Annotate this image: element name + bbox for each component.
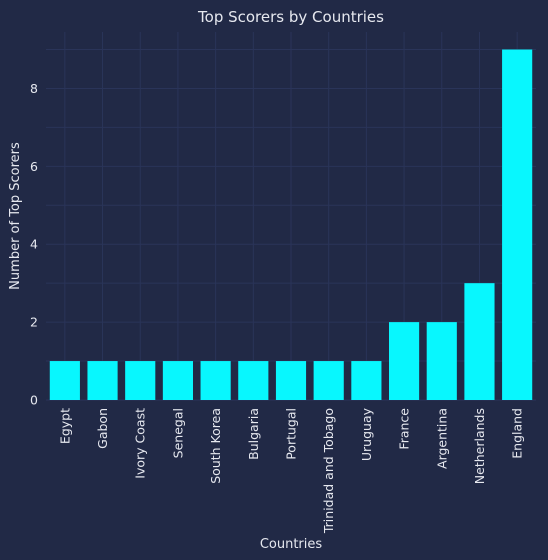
y-tick-label: 4 [30,237,38,252]
bar [87,361,118,400]
x-axis-ticks: Egypt Gabon Ivory Coast Senegal South Korea B… [57,407,524,534]
x-tick-label: Ivory Coast [133,408,148,479]
y-tick-label: 6 [30,159,38,174]
x-tick-label: Gabon [95,408,110,449]
x-tick-label: Senegal [170,408,185,458]
bar [162,361,193,400]
y-tick-label: 8 [30,81,38,96]
x-tick-label: Portugal [284,408,299,460]
bar [502,49,533,401]
chart-title: Top Scorers by Countries [197,8,384,26]
y-tick-label: 0 [30,393,38,408]
x-axis-label: Countries [260,537,323,552]
x-tick-label: South Korea [208,408,223,484]
grid-lines [46,32,536,401]
bar [49,361,80,400]
y-axis-label: Number of Top Scorers [8,142,23,290]
bar [275,361,307,400]
bars [49,49,533,401]
bar [351,361,382,400]
bar [426,322,457,400]
y-axis-ticks: 0 2 4 6 8 [30,81,38,408]
x-tick-label: England [510,408,525,459]
bar [238,361,269,400]
x-tick-label: Bulgaria [246,408,261,460]
bar [389,322,420,400]
y-tick-label: 2 [30,315,38,330]
x-tick-label: France [397,408,412,450]
bar [125,361,156,400]
bar [313,361,344,400]
bar [464,283,495,400]
x-tick-label: Uruguay [359,407,374,461]
x-tick-label: Argentina [434,408,449,469]
bar [200,361,231,400]
x-tick-label: Trinidad and Tobago [321,408,336,534]
x-tick-label: Egypt [57,408,72,444]
x-tick-label: Netherlands [472,408,487,484]
